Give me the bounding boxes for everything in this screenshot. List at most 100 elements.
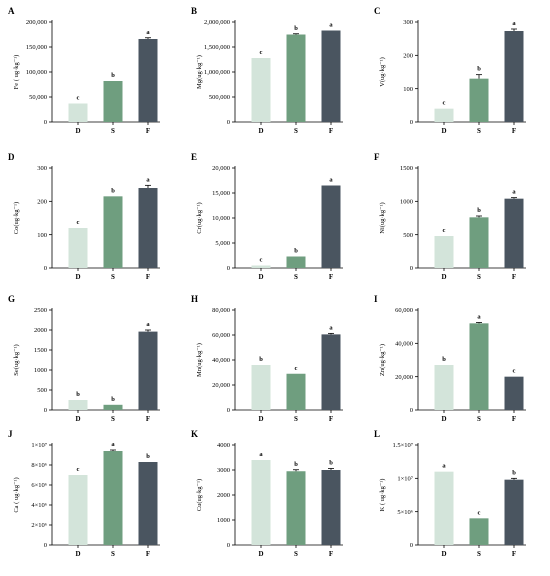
- panel-b-y-tick-label: 1,000,000: [204, 69, 230, 76]
- panel-c-y-tick-label: 100: [403, 86, 413, 93]
- panel-d-bar-f: [138, 188, 158, 268]
- panel-b-y-axis-label: Mg(ug·kg⁻¹): [196, 55, 203, 89]
- panel-h-category-label-s: S: [294, 415, 298, 423]
- panel-k-y-tick-label: 3000: [217, 467, 230, 474]
- panel-l-category-label-f: F: [512, 550, 516, 558]
- panel-g-y-tick-label: 0: [44, 407, 47, 414]
- panel-g-significance-f: a: [146, 321, 150, 328]
- panel-l-significance-s: c: [478, 509, 481, 516]
- panel-i-category-label-d: D: [441, 415, 446, 423]
- panel-d-y-tick-label: 0: [44, 265, 47, 272]
- panel-d-y-tick-label: 100: [37, 232, 47, 239]
- panel-c-bar-s: [469, 78, 489, 122]
- panel-f-y-tick-label: 500: [403, 232, 413, 239]
- panel-e-y-axis-label: Cr(ug·kg⁻¹): [196, 202, 203, 233]
- panel-k-y-tick-label: 2000: [217, 492, 230, 499]
- panel-h-significance-f: a: [329, 324, 333, 331]
- panel-d-category-label-s: S: [111, 273, 115, 281]
- panel-c-category-label-d: D: [441, 127, 446, 135]
- panel-l-category-label-d: D: [441, 550, 446, 558]
- panel-h-y-axis-label: Mn(ug·kg⁻¹): [196, 343, 203, 377]
- panel-f-category-label-s: S: [477, 273, 481, 281]
- panel-h-category-label-f: F: [329, 415, 333, 423]
- panel-e-y-tick-label: 10,000: [212, 215, 230, 222]
- panel-e-letter: E: [191, 152, 197, 162]
- panel-e-significance-d: c: [260, 257, 263, 264]
- panel-f-y-tick-label: 1500: [400, 165, 413, 172]
- panel-g-significance-d: b: [76, 391, 80, 398]
- panel-a-letter: A: [8, 6, 15, 16]
- panel-a-y-axis-label: Fe ( ug·kg⁻¹): [13, 55, 20, 90]
- panel-e-y-tick-label: 0: [227, 265, 230, 272]
- panel-j-bar-f: [138, 462, 158, 545]
- panel-b-y-tick-label: 0: [227, 119, 230, 126]
- panel-i-category-label-s: S: [477, 415, 481, 423]
- panel-d-category-label-d: D: [75, 273, 80, 281]
- panel-k-y-tick-label: 1000: [217, 517, 230, 524]
- panel-g-y-tick-label: 1500: [34, 347, 47, 354]
- panel-j-y-tick-label: 2×10⁶: [31, 522, 47, 529]
- panel-h-y-tick-label: 20,000: [212, 382, 230, 389]
- panel-b-category-label-s: S: [294, 127, 298, 135]
- panel-e-significance-s: b: [294, 248, 298, 255]
- panel-j-category-label-d: D: [75, 550, 80, 558]
- panel-j-letter: J: [8, 429, 13, 439]
- panel-e-bar-f: [321, 185, 341, 268]
- panel-j-significance-f: b: [146, 453, 150, 460]
- panel-l-y-tick-label: 1.5×10⁷: [392, 442, 413, 449]
- panel-g-y-tick-label: 1000: [34, 367, 47, 374]
- panel-f-bar-f: [504, 198, 524, 268]
- panel-a-y-tick-label: 100,000: [26, 69, 47, 76]
- panel-i-significance-d: b: [442, 356, 446, 363]
- panel-b-bar-d: [251, 58, 271, 122]
- panel-i-y-tick-label: 40,000: [395, 341, 413, 348]
- panel-f-y-tick-label: 1000: [400, 199, 413, 206]
- panel-d-significance-f: a: [146, 176, 150, 183]
- panel-h-y-tick-label: 0: [227, 407, 230, 414]
- panel-i-y-tick-label: 60,000: [395, 307, 413, 314]
- panel-f-bar-d: [434, 236, 454, 268]
- panel-j-y-tick-label: 8×10⁶: [31, 462, 47, 469]
- panel-l-bar-f: [504, 479, 524, 545]
- panel-h-bar-d: [251, 365, 271, 410]
- panel-k-category-label-s: S: [294, 550, 298, 558]
- panel-b-bar-f: [321, 30, 341, 122]
- panel-d-bar-s: [103, 196, 123, 268]
- panel-c-category-label-f: F: [512, 127, 516, 135]
- panel-h-y-tick-label: 40,000: [212, 357, 230, 364]
- panel-a-bar-f: [138, 39, 158, 122]
- panel-a-category-label-s: S: [111, 127, 115, 135]
- panel-k-letter: K: [191, 429, 198, 439]
- panel-b-category-label-f: F: [329, 127, 333, 135]
- panel-g-category-label-d: D: [75, 415, 80, 423]
- panel-f-y-axis-label: Ni(ug·kg⁻¹): [379, 202, 386, 233]
- panel-c-y-tick-label: 200: [403, 53, 413, 60]
- panel-k-bar-f: [321, 470, 341, 545]
- panel-d-significance-d: c: [77, 219, 80, 226]
- panel-l-y-tick-label: 1×10⁷: [397, 476, 413, 483]
- panel-h-y-tick-label: 80,000: [212, 307, 230, 314]
- panel-k-category-label-f: F: [329, 550, 333, 558]
- panel-a-significance-d: c: [77, 95, 80, 102]
- panel-f-significance-d: c: [443, 227, 446, 234]
- panel-i-y-tick-label: 0: [410, 407, 413, 414]
- panel-c-letter: C: [374, 6, 381, 16]
- panel-h-y-tick-label: 60,000: [212, 332, 230, 339]
- panel-i-bar-d: [434, 365, 454, 410]
- panel-a-y-tick-label: 200,000: [26, 19, 47, 26]
- panel-k-bar-s: [286, 471, 306, 545]
- panel-c-bar-d: [434, 108, 454, 122]
- panel-g-letter: G: [8, 294, 15, 304]
- panel-c-y-tick-label: 300: [403, 19, 413, 26]
- panel-g-bar-d: [68, 400, 88, 410]
- panel-b-significance-s: b: [294, 25, 298, 32]
- panel-e-y-tick-label: 15,000: [212, 190, 230, 197]
- panel-b-bar-s: [286, 34, 306, 122]
- panel-h-category-label-d: D: [258, 415, 263, 423]
- panel-l-y-axis-label: K ( ug·kg⁻¹): [379, 479, 386, 512]
- panel-d-y-tick-label: 300: [37, 165, 47, 172]
- panel-b-significance-f: a: [329, 22, 333, 29]
- panel-j-significance-d: c: [77, 466, 80, 473]
- panel-i-significance-s: a: [477, 314, 481, 321]
- panel-a-bar-d: [68, 103, 88, 122]
